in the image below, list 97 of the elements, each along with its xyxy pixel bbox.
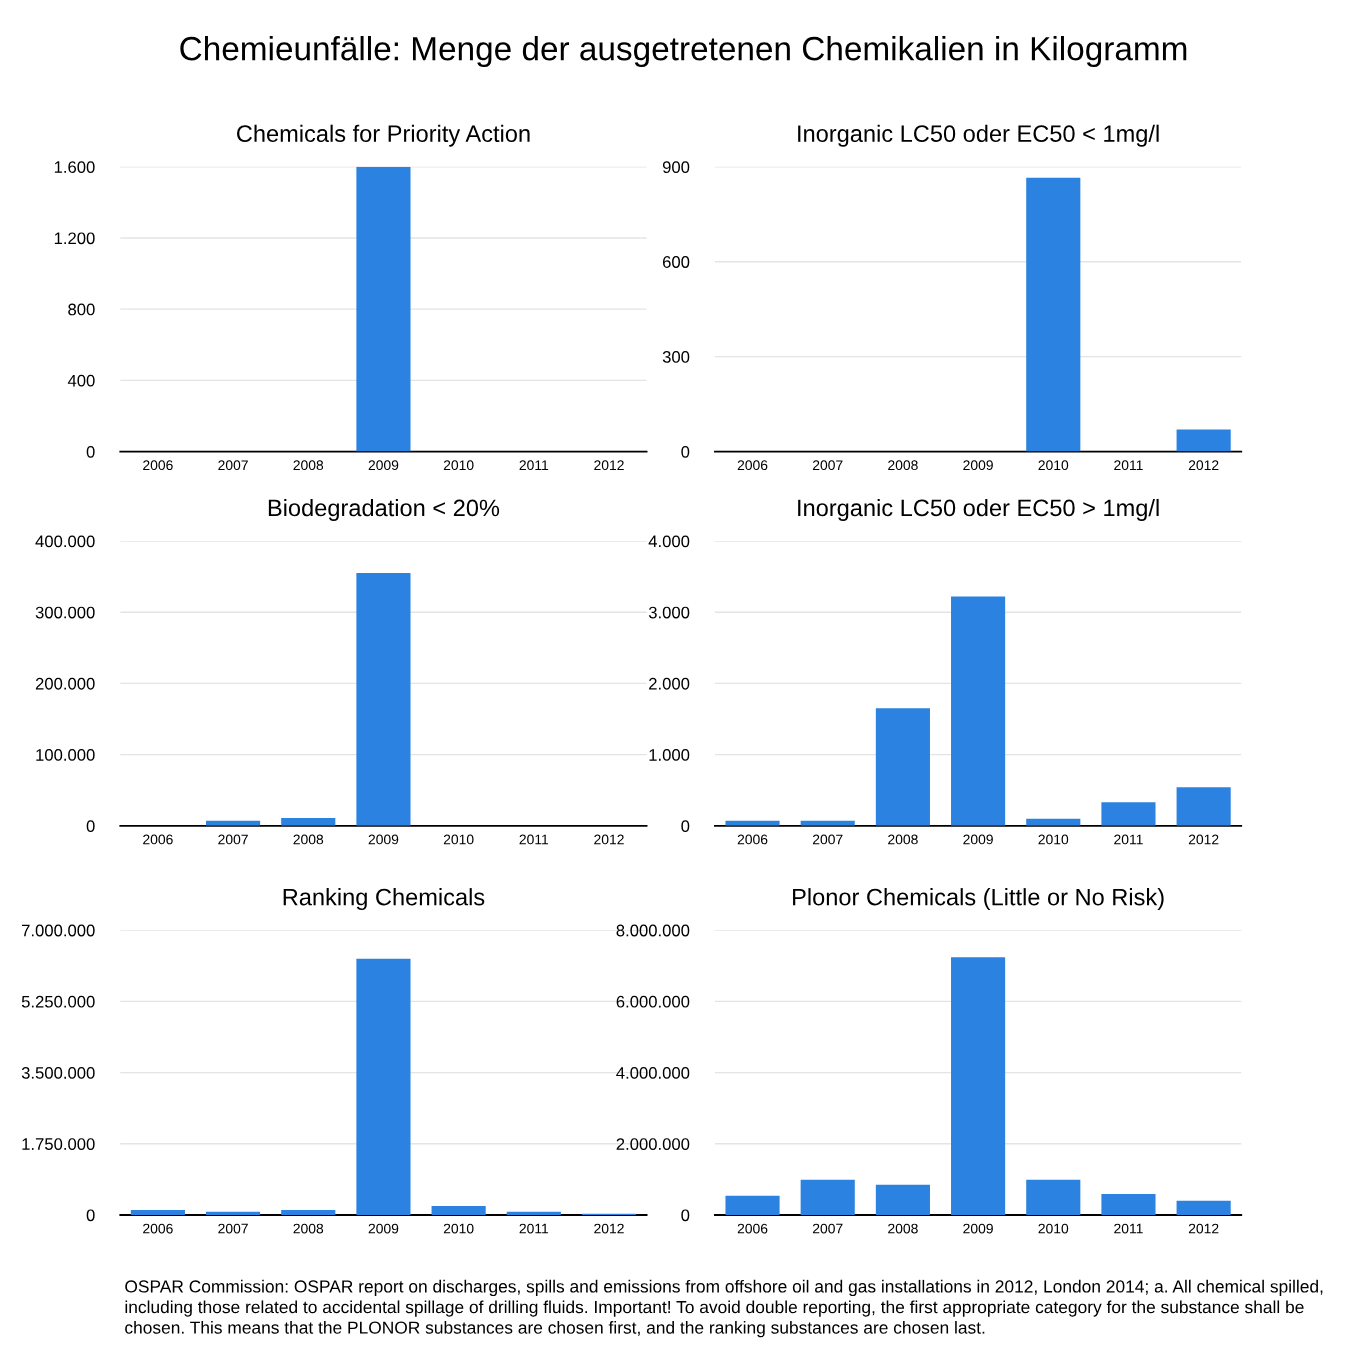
y-tick-label: 6.000.000 (616, 995, 690, 1008)
x-tick-label: 2007 (218, 1223, 248, 1234)
y-tick-label: 0 (681, 445, 690, 458)
y-tick-label: 1.200 (54, 232, 95, 245)
bar (1176, 787, 1231, 826)
x-tick-label: 2012 (594, 460, 624, 471)
x-tick-label: 2012 (1188, 460, 1219, 471)
x-tick-label: 2011 (519, 834, 549, 845)
y-tick-label: 200.000 (35, 677, 95, 690)
y-tick-label: 3.500.000 (21, 1067, 95, 1079)
x-tick-label: 2012 (594, 834, 624, 845)
y-tick-label: 1.600 (54, 161, 95, 173)
bar (800, 1179, 855, 1215)
bar (951, 596, 1006, 826)
chart-title: Inorganic LC50 oder EC50 > 1mg/l (798, 498, 1159, 521)
x-tick-label: 2012 (1188, 834, 1219, 845)
x-tick-label: 2006 (737, 1223, 768, 1234)
x-tick-label: 2007 (218, 460, 248, 471)
bar (356, 958, 411, 1215)
x-tick-label: 2007 (812, 1223, 843, 1234)
y-tick-label: 1.000 (649, 749, 690, 761)
bar (356, 573, 411, 826)
x-tick-label: 2010 (443, 834, 474, 845)
y-tick-label: 0 (681, 1209, 690, 1222)
bar (506, 1211, 561, 1215)
y-tick-label: 100.000 (36, 749, 95, 761)
x-tick-label: 2009 (963, 1223, 993, 1234)
bar (1101, 802, 1156, 826)
chart-title: Biodegradation < 20% (268, 498, 500, 521)
bar (1026, 1179, 1081, 1215)
bar (1101, 1193, 1156, 1215)
text: Chemieunfälle: Menge der ausgetretenen Chemikalien in Kilogramm (180, 35, 1187, 68)
x-tick-label: 2006 (143, 1223, 173, 1234)
y-tick-label: 2.000 (649, 677, 690, 690)
y-tick-label: 0 (86, 445, 95, 458)
bar (951, 957, 1006, 1215)
y-tick-label: 600 (662, 256, 690, 268)
chart-title: Plonor Chemicals (Little or No Risk) (793, 888, 1164, 911)
bar (875, 1184, 930, 1215)
bar (431, 1206, 486, 1215)
text: OSPAR Commission: OSPAR report on discharges, spills and emissions from offshore oil and gas installations in 2012, London 2014; a. All chemical spilled, including those related to accidental spillage of drilling fluids. Important! To avoid double reporting, the first appropriate category for the substance shall be chosen. This means that the PLONOR substances are chosen first, and the ranking substances are chosen last. (125, 1279, 1323, 1338)
x-tick-label: 2008 (888, 1223, 918, 1234)
y-tick-label: 8.000.000 (616, 924, 690, 937)
x-tick-label: 2008 (888, 834, 918, 845)
y-tick-label: 800 (68, 303, 95, 316)
chart-title: Ranking Chemicals (283, 888, 485, 911)
x-tick-label: 2009 (368, 460, 399, 471)
x-tick-label: 2007 (218, 834, 248, 845)
y-tick-label: 3.000 (648, 606, 690, 619)
y-tick-label: 900 (662, 161, 690, 173)
y-tick-label: 1.750.000 (22, 1138, 95, 1150)
x-tick-label: 2011 (519, 460, 549, 471)
y-tick-label: 5.250.000 (21, 995, 95, 1008)
y-tick-label: 300 (662, 351, 690, 363)
chart-title: Inorganic LC50 oder EC50 < 1mg/l (798, 124, 1159, 147)
bar (206, 1211, 261, 1215)
x-tick-label: 2010 (1038, 460, 1069, 471)
x-tick-label: 2007 (812, 460, 843, 471)
x-tick-label: 2010 (443, 1223, 474, 1234)
bar (130, 1210, 185, 1215)
x-tick-label: 2011 (1114, 1223, 1143, 1234)
y-tick-label: 300.000 (35, 606, 95, 619)
x-tick-label: 2006 (143, 834, 173, 845)
y-tick-label: 400.000 (35, 535, 95, 548)
bar (281, 1210, 336, 1215)
x-tick-label: 2008 (293, 834, 324, 845)
x-tick-label: 2012 (1188, 1223, 1219, 1234)
bar (1176, 1200, 1231, 1215)
x-tick-label: 2006 (737, 834, 768, 845)
x-tick-label: 2009 (963, 834, 993, 845)
y-tick-label: 0 (681, 820, 690, 833)
x-tick-label: 2009 (368, 834, 399, 845)
x-tick-label: 2012 (594, 1223, 624, 1234)
bar (725, 1195, 780, 1215)
x-tick-label: 2010 (1038, 1223, 1069, 1234)
y-tick-label: 2.000.000 (616, 1138, 690, 1150)
x-tick-label: 2008 (293, 1223, 324, 1234)
bar (875, 708, 930, 826)
x-tick-label: 2006 (737, 460, 768, 471)
y-tick-label: 0 (86, 1209, 95, 1222)
x-tick-label: 2011 (1114, 834, 1143, 845)
y-tick-label: 0 (86, 820, 95, 833)
x-tick-label: 2008 (888, 460, 918, 471)
x-tick-label: 2006 (143, 460, 173, 471)
x-tick-label: 2009 (963, 460, 993, 471)
x-tick-label: 2009 (368, 1223, 399, 1234)
x-tick-label: 2011 (519, 1223, 549, 1234)
y-tick-label: 4.000 (648, 535, 690, 548)
y-tick-label: 7.000.000 (22, 924, 95, 937)
chart-title: Chemicals for Priority Action (237, 124, 530, 147)
y-tick-label: 400 (67, 374, 95, 387)
x-tick-label: 2008 (293, 460, 324, 471)
x-tick-label: 2010 (443, 460, 474, 471)
y-tick-label: 4.000.000 (616, 1067, 690, 1079)
x-tick-label: 2007 (812, 834, 843, 845)
x-tick-label: 2011 (1114, 460, 1143, 471)
x-tick-label: 2010 (1038, 834, 1069, 845)
